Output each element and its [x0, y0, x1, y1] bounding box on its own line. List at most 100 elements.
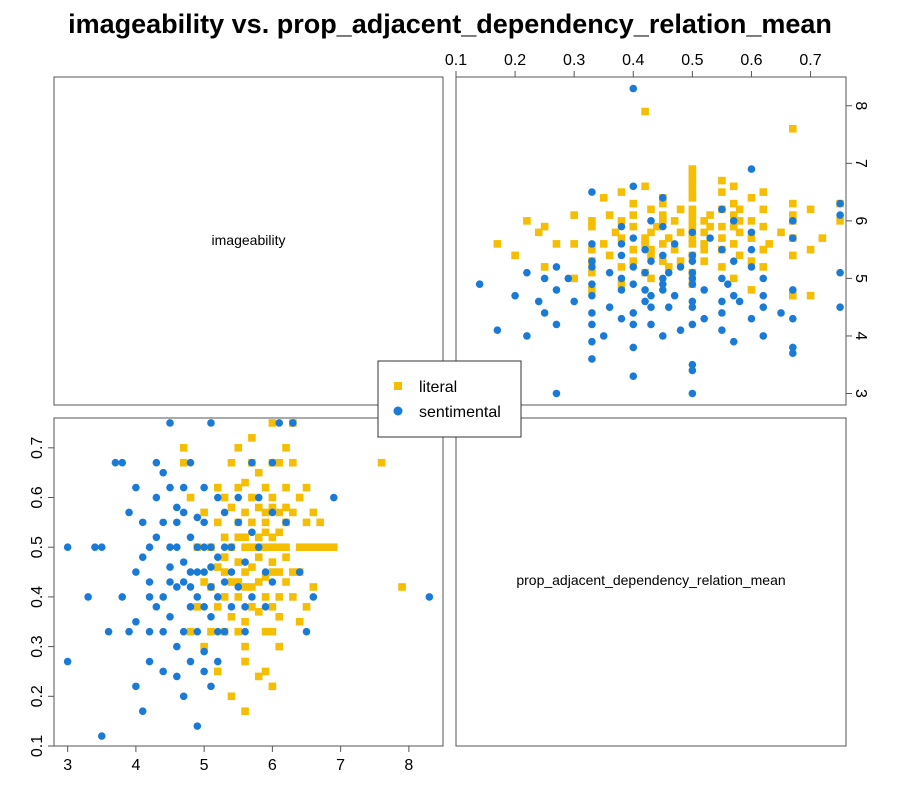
point-literal	[323, 543, 331, 552]
point-sentimental	[641, 245, 649, 254]
point-sentimental	[617, 222, 626, 231]
point-sentimental	[118, 458, 127, 467]
point-sentimental	[145, 593, 154, 601]
point-literal	[570, 211, 578, 219]
point-literal	[700, 217, 708, 225]
point-literal	[664, 263, 673, 271]
point-literal	[700, 228, 708, 237]
point-sentimental	[186, 533, 195, 542]
point-sentimental	[220, 508, 229, 517]
point-sentimental	[629, 320, 638, 329]
point-literal	[759, 222, 768, 231]
point-sentimental	[173, 583, 181, 591]
point-sentimental	[759, 303, 768, 311]
point-literal	[759, 245, 768, 254]
point-sentimental	[659, 286, 667, 294]
point-sentimental	[91, 543, 99, 552]
point-sentimental	[118, 593, 127, 601]
point-literal	[234, 483, 243, 492]
point-sentimental	[729, 217, 738, 225]
point-literal	[261, 627, 270, 636]
point-sentimental	[63, 543, 72, 552]
point-sentimental	[718, 205, 726, 214]
left-tick-label: 0.7	[29, 437, 46, 459]
point-literal	[268, 533, 277, 542]
point-sentimental	[234, 493, 243, 502]
point-literal	[268, 543, 277, 552]
right-tick-label: 7	[852, 159, 869, 168]
point-literal	[552, 240, 561, 248]
legend: literal sentimental	[377, 360, 522, 438]
point-sentimental	[207, 563, 215, 571]
point-literal	[261, 593, 270, 601]
point-sentimental	[220, 578, 229, 586]
point-sentimental	[241, 627, 249, 636]
point-sentimental	[759, 291, 768, 300]
point-sentimental	[166, 483, 174, 492]
point-sentimental	[659, 332, 667, 340]
point-literal	[747, 257, 756, 265]
point-sentimental	[659, 280, 667, 288]
point-sentimental	[63, 657, 72, 666]
point-sentimental	[664, 303, 673, 311]
point-sentimental	[234, 583, 243, 591]
point-literal	[647, 228, 655, 237]
top-tick-label: 0.3	[563, 52, 585, 69]
right-y-axis: 3 4 5 6 7 8	[845, 101, 869, 398]
point-sentimental	[777, 309, 785, 317]
point-sentimental	[493, 326, 502, 334]
point-sentimental	[718, 274, 726, 283]
point-literal	[747, 234, 756, 242]
point-sentimental	[718, 309, 726, 317]
point-literal	[747, 217, 756, 225]
point-sentimental	[747, 228, 756, 237]
point-literal	[588, 222, 596, 231]
point-sentimental	[523, 332, 531, 340]
point-sentimental	[688, 297, 697, 306]
top-x-axis: 0.1 0.2 0.3 0.4 0.5 0.6 0.7	[445, 52, 822, 78]
point-sentimental	[588, 355, 596, 363]
right-tick-label: 4	[852, 331, 869, 340]
point-literal	[295, 617, 304, 626]
point-sentimental	[676, 326, 685, 334]
point-literal	[295, 493, 304, 502]
point-literal	[647, 205, 655, 214]
point-sentimental	[309, 593, 318, 601]
point-sentimental	[588, 337, 596, 346]
point-literal	[241, 657, 249, 666]
point-sentimental	[268, 508, 277, 517]
point-literal	[629, 245, 638, 254]
point-literal	[241, 568, 249, 576]
point-sentimental	[724, 280, 732, 288]
right-tick-label: 5	[852, 274, 869, 283]
point-literal	[718, 234, 726, 242]
point-sentimental	[706, 234, 714, 242]
point-literal	[254, 608, 263, 616]
legend-label-sentimental: sentimental	[419, 404, 501, 421]
point-sentimental	[664, 268, 673, 277]
point-literal	[588, 286, 596, 294]
point-literal	[213, 603, 222, 611]
point-literal	[534, 228, 543, 237]
point-literal	[605, 251, 614, 260]
point-literal	[617, 263, 626, 271]
point-sentimental	[84, 593, 92, 601]
point-sentimental	[145, 657, 154, 666]
point-literal	[282, 553, 290, 561]
point-sentimental	[605, 268, 614, 277]
point-literal	[647, 251, 655, 260]
point-literal	[493, 240, 502, 248]
point-literal	[836, 217, 844, 225]
point-literal	[234, 593, 243, 601]
point-sentimental	[629, 182, 638, 191]
point-sentimental	[207, 583, 215, 591]
point-sentimental	[688, 228, 697, 237]
point-literal	[254, 468, 263, 477]
point-sentimental	[125, 508, 133, 517]
point-sentimental	[534, 297, 543, 306]
point-sentimental	[629, 372, 638, 381]
point-sentimental	[588, 309, 596, 317]
bottom-tick-label: 8	[404, 757, 413, 774]
point-sentimental	[97, 732, 106, 740]
point-literal	[213, 518, 222, 527]
